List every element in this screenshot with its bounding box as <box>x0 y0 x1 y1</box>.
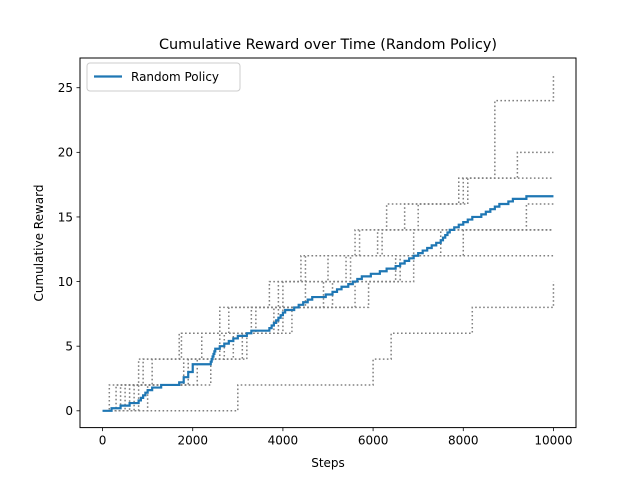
series-line-random-policy <box>102 195 554 412</box>
legend: Random Policy <box>86 62 241 92</box>
x-tick-label: 8000 <box>448 434 479 448</box>
x-tick-label: 10000 <box>534 434 572 448</box>
run-line-5 <box>102 229 554 412</box>
plot-area <box>102 74 555 412</box>
x-tick-label: 4000 <box>268 434 299 448</box>
y-tick-label: 15 <box>58 210 73 224</box>
x-tick-label: 0 <box>99 434 107 448</box>
legend-label-random-policy: Random Policy <box>131 70 219 84</box>
x-axis-label: Steps <box>311 456 345 470</box>
y-tick-label: 5 <box>65 339 73 353</box>
y-tick-label: 20 <box>58 146 73 160</box>
run-line-7 <box>102 281 555 412</box>
y-axis-label: Cumulative Reward <box>32 185 46 302</box>
x-axis: 0 2000 4000 6000 8000 10000 <box>99 427 573 448</box>
x-tick-label: 2000 <box>177 434 208 448</box>
legend-box <box>86 62 241 92</box>
chart-title: Cumulative Reward over Time (Random Poli… <box>159 37 497 53</box>
x-tick-label: 6000 <box>358 434 389 448</box>
y-tick-label: 0 <box>65 404 73 418</box>
axes-frame <box>79 57 577 429</box>
y-axis: 0 5 10 15 20 25 <box>58 81 80 418</box>
y-tick-label: 10 <box>58 275 73 289</box>
y-tick-label: 25 <box>58 81 73 95</box>
run-line-3 <box>102 177 554 412</box>
